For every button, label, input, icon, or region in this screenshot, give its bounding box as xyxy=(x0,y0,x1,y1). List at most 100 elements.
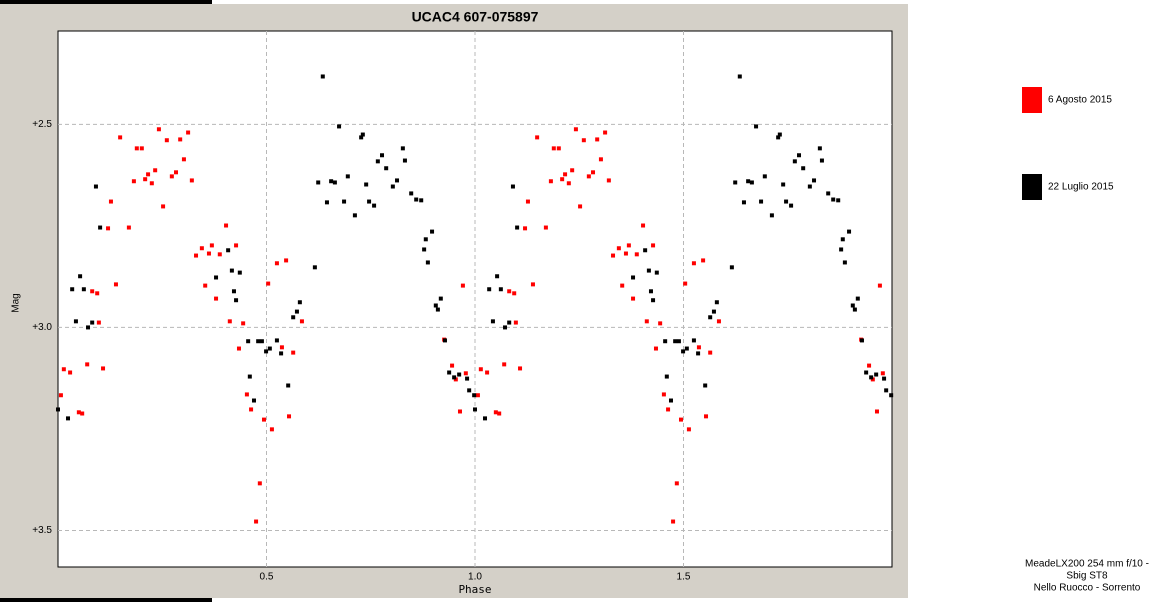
data-point xyxy=(634,252,639,257)
data-point xyxy=(294,309,299,314)
data-point xyxy=(156,127,161,132)
data-point xyxy=(507,289,512,294)
data-point xyxy=(402,158,407,163)
data-point xyxy=(483,416,488,421)
data-point xyxy=(96,320,101,325)
data-point xyxy=(106,226,111,231)
data-point xyxy=(214,275,219,280)
data-point xyxy=(395,178,400,183)
frame-bar xyxy=(0,0,212,4)
data-point xyxy=(671,519,676,524)
data-point xyxy=(570,168,575,173)
data-point xyxy=(206,251,211,256)
data-point xyxy=(819,158,824,163)
data-point xyxy=(880,371,885,376)
data-point xyxy=(269,427,274,432)
data-point xyxy=(203,283,208,288)
data-point xyxy=(78,274,83,279)
data-point xyxy=(691,338,696,343)
data-point xyxy=(227,319,232,324)
data-point xyxy=(236,346,241,351)
data-point xyxy=(530,282,535,287)
data-point xyxy=(746,179,751,184)
data-point xyxy=(118,135,123,140)
data-point xyxy=(384,166,389,171)
data-point xyxy=(352,213,357,218)
data-point xyxy=(708,315,713,320)
data-point xyxy=(556,146,561,151)
data-point xyxy=(457,409,462,414)
data-point xyxy=(217,252,222,257)
data-point xyxy=(611,253,616,258)
data-point xyxy=(551,146,556,151)
data-point xyxy=(467,388,472,393)
data-point xyxy=(644,319,649,324)
data-point xyxy=(422,247,427,252)
data-point xyxy=(560,177,565,182)
data-point xyxy=(81,287,86,292)
y-tick-label: +3.0 xyxy=(32,322,52,333)
data-point xyxy=(641,223,646,228)
annotation: Nello Ruocco - Sorrento xyxy=(1034,583,1141,594)
data-point xyxy=(696,351,701,356)
data-point xyxy=(653,346,658,351)
data-point xyxy=(733,180,738,185)
x-axis-label: Phase xyxy=(458,583,491,596)
data-point xyxy=(704,414,709,419)
data-point xyxy=(807,184,812,189)
data-point xyxy=(460,283,465,288)
data-point xyxy=(447,370,452,375)
data-point xyxy=(419,198,424,203)
data-point xyxy=(648,289,653,294)
data-point xyxy=(784,199,789,204)
data-point xyxy=(291,350,296,355)
data-point xyxy=(267,346,272,351)
data-point xyxy=(342,199,347,204)
data-point xyxy=(414,197,419,202)
data-point xyxy=(90,289,95,294)
data-point xyxy=(261,417,266,422)
data-point xyxy=(620,283,625,288)
data-point xyxy=(463,371,468,376)
data-point xyxy=(433,303,438,308)
data-point xyxy=(703,383,708,388)
data-point xyxy=(291,315,296,320)
data-point xyxy=(231,289,236,294)
data-point xyxy=(661,392,666,397)
data-point xyxy=(472,393,477,398)
chart-title: UCAC4 607-075897 xyxy=(412,9,539,25)
data-point xyxy=(882,376,887,381)
data-point xyxy=(312,265,317,270)
data-point xyxy=(762,174,767,179)
data-point xyxy=(95,291,100,296)
data-point xyxy=(855,296,860,301)
y-axis-label: Mag xyxy=(11,293,22,312)
data-point xyxy=(487,287,492,292)
data-point xyxy=(578,204,583,209)
data-point xyxy=(254,519,259,524)
data-point xyxy=(234,298,239,303)
data-point xyxy=(581,138,586,143)
legend-label: 22 Luglio 2015 xyxy=(1048,182,1114,193)
data-point xyxy=(678,417,683,422)
marks xyxy=(56,74,894,524)
annotation: Sbig ST8 xyxy=(1066,571,1108,582)
data-point xyxy=(515,225,520,230)
y-tick-label: +3.5 xyxy=(32,525,52,536)
data-point xyxy=(518,366,523,371)
data-point xyxy=(264,349,269,354)
data-point xyxy=(61,367,66,372)
data-point xyxy=(390,184,395,189)
data-point xyxy=(56,407,60,412)
data-point xyxy=(194,253,199,258)
data-point xyxy=(867,363,872,368)
data-point xyxy=(452,375,457,380)
data-point xyxy=(199,246,204,251)
data-point xyxy=(543,225,548,230)
data-point xyxy=(711,309,716,314)
data-point xyxy=(523,226,528,231)
data-point xyxy=(826,191,831,196)
data-point xyxy=(58,393,63,398)
data-point xyxy=(595,137,600,142)
data-point xyxy=(696,345,701,350)
